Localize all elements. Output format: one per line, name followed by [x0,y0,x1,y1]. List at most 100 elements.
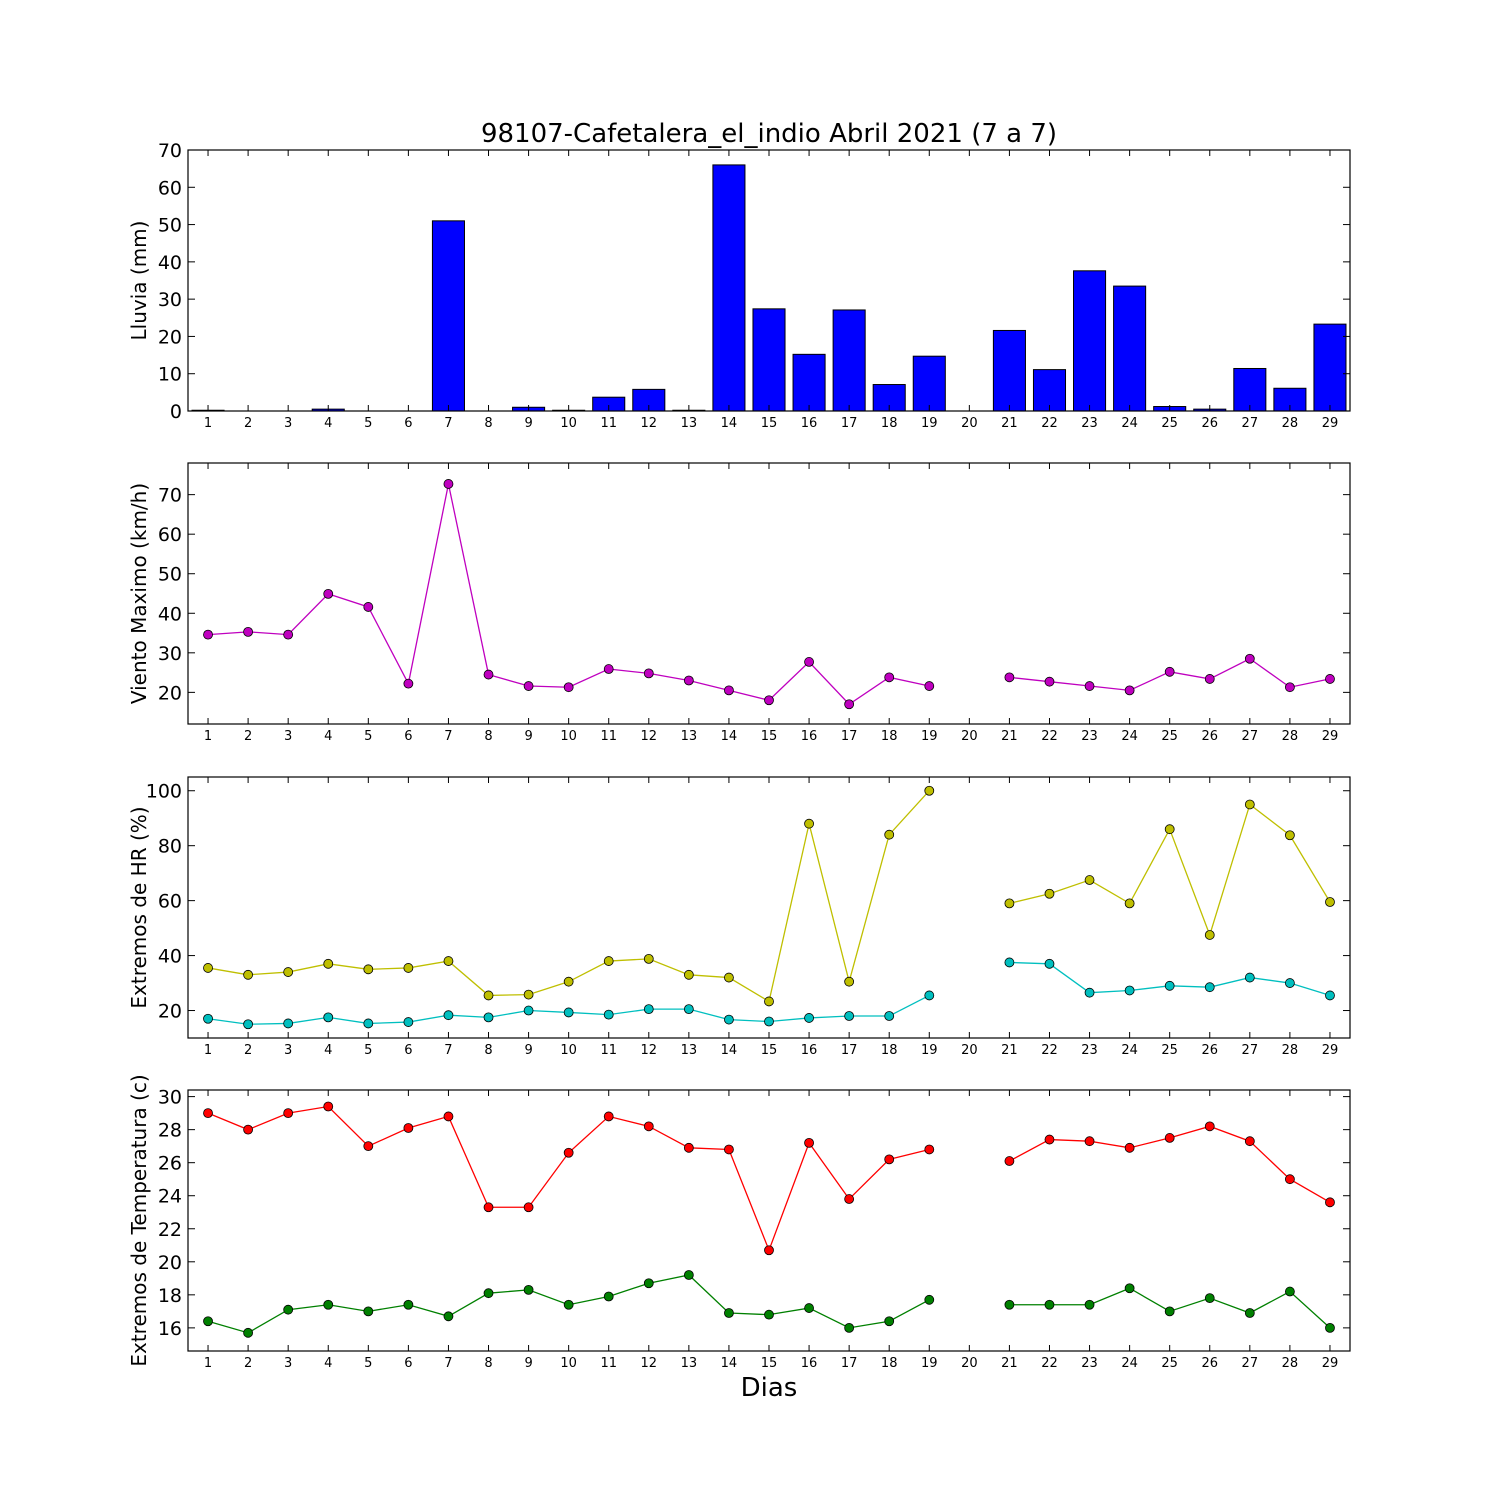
y-tick-label: 80 [158,836,182,858]
series-2-point-day-2 [243,1019,254,1030]
x-tick-label: 15 [761,1043,778,1058]
series-2-point-day-14 [724,1308,734,1318]
x-tick-label: 11 [600,416,617,431]
y-axis-label: Lluvia (mm) [127,221,151,341]
x-tick-label: 23 [1081,416,1098,431]
series-1-point-day-10 [563,976,574,987]
x-tick-label: 27 [1242,1356,1259,1371]
x-tick-label: 24 [1121,416,1138,431]
x-tick-label: 10 [560,1043,577,1058]
series-2-point-day-14 [724,1014,734,1025]
x-tick-label: 1 [204,416,212,431]
x-tick-label: 3 [284,1356,292,1371]
x-tick-label: 8 [484,1356,492,1371]
x-tick-label: 7 [444,1356,452,1371]
series-1-point-day-12 [643,668,654,679]
series-1-point-day-7 [443,479,454,489]
x-tick-label: 8 [484,729,492,744]
x-tick-label: 24 [1121,1356,1138,1371]
x-tick-label: 29 [1322,1356,1339,1371]
plot-frame [187,462,1351,725]
series-1-point-day-14 [724,972,734,983]
x-tick-label: 5 [364,1356,372,1371]
x-tick-label: 12 [641,416,658,431]
series-2-point-day-3 [283,1018,294,1029]
y-axis-label: Extremos de Temperatura (c) [127,1074,151,1366]
x-tick-label: 27 [1242,416,1259,431]
series-1-point-day-9 [523,989,534,1000]
series-1-point-day-19 [924,1144,935,1155]
x-tick-label: 29 [1322,416,1339,431]
series-1-point-day-16 [804,657,814,667]
series-1-point-day-17 [844,976,855,987]
series-1-point-day-14 [724,685,734,696]
x-tick-label: 2 [244,729,252,744]
series-2-point-day-9 [523,1005,534,1016]
y-tick-label: 40 [158,252,182,274]
series-1-point-day-17 [844,1194,855,1204]
series-1-point-day-19 [924,681,935,691]
y-tick-label: 60 [158,891,182,913]
series-2-point-day-1 [203,1013,213,1024]
x-tick-label: 14 [721,729,738,744]
x-tick-label: 19 [921,1043,938,1058]
x-tick-label: 23 [1081,1043,1098,1058]
series-1-point-day-23 [1084,1136,1095,1147]
series-1-point-day-3 [283,1108,294,1119]
x-tick-label: 18 [881,416,898,431]
y-tick-label: 20 [158,1252,182,1274]
x-tick-label: 3 [284,416,292,431]
y-tick-label: 18 [158,1285,182,1307]
series-1-point-day-7 [443,956,454,966]
x-tick-label: 15 [761,1356,778,1371]
y-tick-label: 30 [158,643,182,665]
x-tick-label: 2 [244,1356,252,1371]
series-1-point-day-4 [323,958,334,969]
bar-day-16 [792,353,826,412]
series-1-point-day-25 [1164,824,1175,835]
series-1-point-day-11 [603,956,614,966]
series-2-point-day-13 [683,1004,694,1015]
x-tick-label: 21 [1001,416,1018,431]
series-2-point-day-21 [1004,957,1015,968]
y-axis-label: Viento Maximo (km/h) [127,483,151,704]
x-tick-label: 9 [524,729,532,744]
y-tick-label: 16 [158,1318,182,1340]
y-tick-label: 60 [158,524,182,546]
series-1-point-day-2 [243,1124,254,1135]
series-1-point-day-6 [403,1123,414,1133]
series-2-point-day-21 [1004,1299,1015,1310]
series-1-point-day-21 [1004,898,1015,909]
x-tick-label: 26 [1201,1043,1218,1058]
x-tick-label: 15 [761,729,778,744]
x-tick-label: 12 [641,1356,658,1371]
series-2-line [207,1274,1331,1334]
series-1-point-day-24 [1124,685,1135,696]
series-2-point-day-18 [884,1316,895,1327]
series-2-point-day-19 [924,990,935,1001]
series-1-point-day-2 [243,626,254,637]
x-tick-label: 7 [444,1043,452,1058]
series-2-point-day-26 [1204,982,1215,993]
series-1-point-day-25 [1164,1133,1175,1143]
x-tick-label: 19 [921,1356,938,1371]
series-2-point-day-15 [764,1309,774,1320]
bar-day-7 [431,220,465,412]
bar-day-15 [752,308,786,412]
series-2-point-day-10 [563,1299,574,1310]
series-2-point-day-6 [403,1017,414,1027]
series-1-point-day-26 [1204,930,1215,940]
series-2-point-day-4 [323,1012,334,1023]
x-axis-label: Dias [741,1373,798,1403]
x-tick-label: 26 [1201,729,1218,744]
x-tick-label: 8 [484,416,492,431]
series-2-point-day-15 [764,1016,774,1027]
series-1-point-day-4 [323,589,334,599]
series-1-point-day-16 [804,1137,814,1148]
x-tick-label: 28 [1282,1356,1299,1371]
x-tick-label: 7 [444,729,452,744]
x-tick-label: 11 [600,729,617,744]
x-tick-label: 19 [921,729,938,744]
